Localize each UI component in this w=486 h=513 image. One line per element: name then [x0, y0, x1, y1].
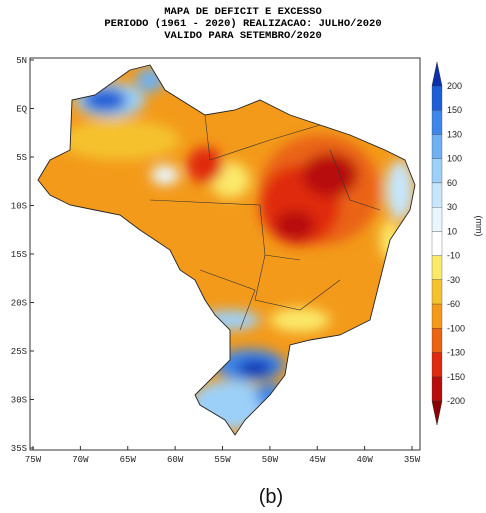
colorbar-band — [431, 376, 443, 402]
colorbar-band — [431, 85, 443, 111]
colorbar-label: -130 — [447, 348, 465, 358]
colorbar-end — [431, 400, 443, 426]
colorbar-band — [431, 134, 443, 159]
latitude-label: 10S — [11, 202, 27, 212]
latitude-label: 30S — [11, 396, 27, 406]
latitude-label: 35S — [11, 444, 27, 454]
latitude-label: 25S — [11, 347, 27, 357]
longitude-label: 60W — [167, 455, 184, 465]
colorbar-band — [431, 352, 443, 377]
country-outline — [37, 64, 416, 436]
longitude-label: 40W — [357, 455, 374, 465]
colorbar-band — [431, 279, 443, 305]
latitude-label: 5N — [16, 56, 27, 66]
longitude-label: 65W — [120, 455, 137, 465]
colorbar-unit: (mm) — [474, 216, 484, 237]
longitude-label: 70W — [72, 455, 89, 465]
colorbar-band — [431, 110, 443, 135]
colorbar-label: 10 — [447, 226, 457, 236]
colorbar-label: -200 — [447, 396, 465, 406]
colorbar-label: -60 — [447, 299, 460, 309]
colorbar-label: -150 — [447, 372, 465, 382]
longitude-label: 75W — [25, 455, 42, 465]
colorbar-label: -30 — [447, 275, 460, 285]
longitude-label: 55W — [214, 455, 231, 465]
colorbar-band — [431, 158, 443, 184]
latitude-label: 20S — [11, 299, 27, 309]
colorbar-band — [431, 303, 443, 329]
colorbar-band — [431, 207, 443, 232]
colorbar-label: 100 — [447, 154, 462, 164]
colorbar-label: 30 — [447, 202, 457, 212]
colorbar-label: -10 — [447, 251, 460, 261]
longitude-label: 45W — [309, 455, 326, 465]
caption: (b) — [259, 486, 283, 508]
latitude-label: EQ — [16, 105, 27, 115]
colorbar-band — [431, 231, 443, 256]
colorbar-label: 60 — [447, 178, 457, 188]
latitude-label: 5S — [16, 153, 27, 163]
title-line: PERIODO (1961 - 2020) REALIZACAO: JULHO/… — [104, 18, 381, 30]
colorbar-band — [431, 182, 443, 208]
title-line: MAPA DE DEFICIT E EXCESSO — [164, 6, 322, 18]
longitude-label: 50W — [262, 455, 279, 465]
colorbar-label: 130 — [447, 129, 462, 139]
colorbar-label: -100 — [447, 323, 465, 333]
colorbar-label: 150 — [447, 105, 462, 115]
state-borders — [149, 114, 381, 331]
longitude-label: 35W — [404, 455, 421, 465]
colorbar-label: 200 — [447, 81, 462, 91]
colorbar-end — [431, 61, 443, 87]
colorbar-band — [431, 255, 443, 280]
title-line: VALIDO PARA SETEMBRO/2020 — [164, 30, 322, 42]
latitude-label: 15S — [11, 250, 27, 260]
colorbar-band — [431, 328, 443, 353]
